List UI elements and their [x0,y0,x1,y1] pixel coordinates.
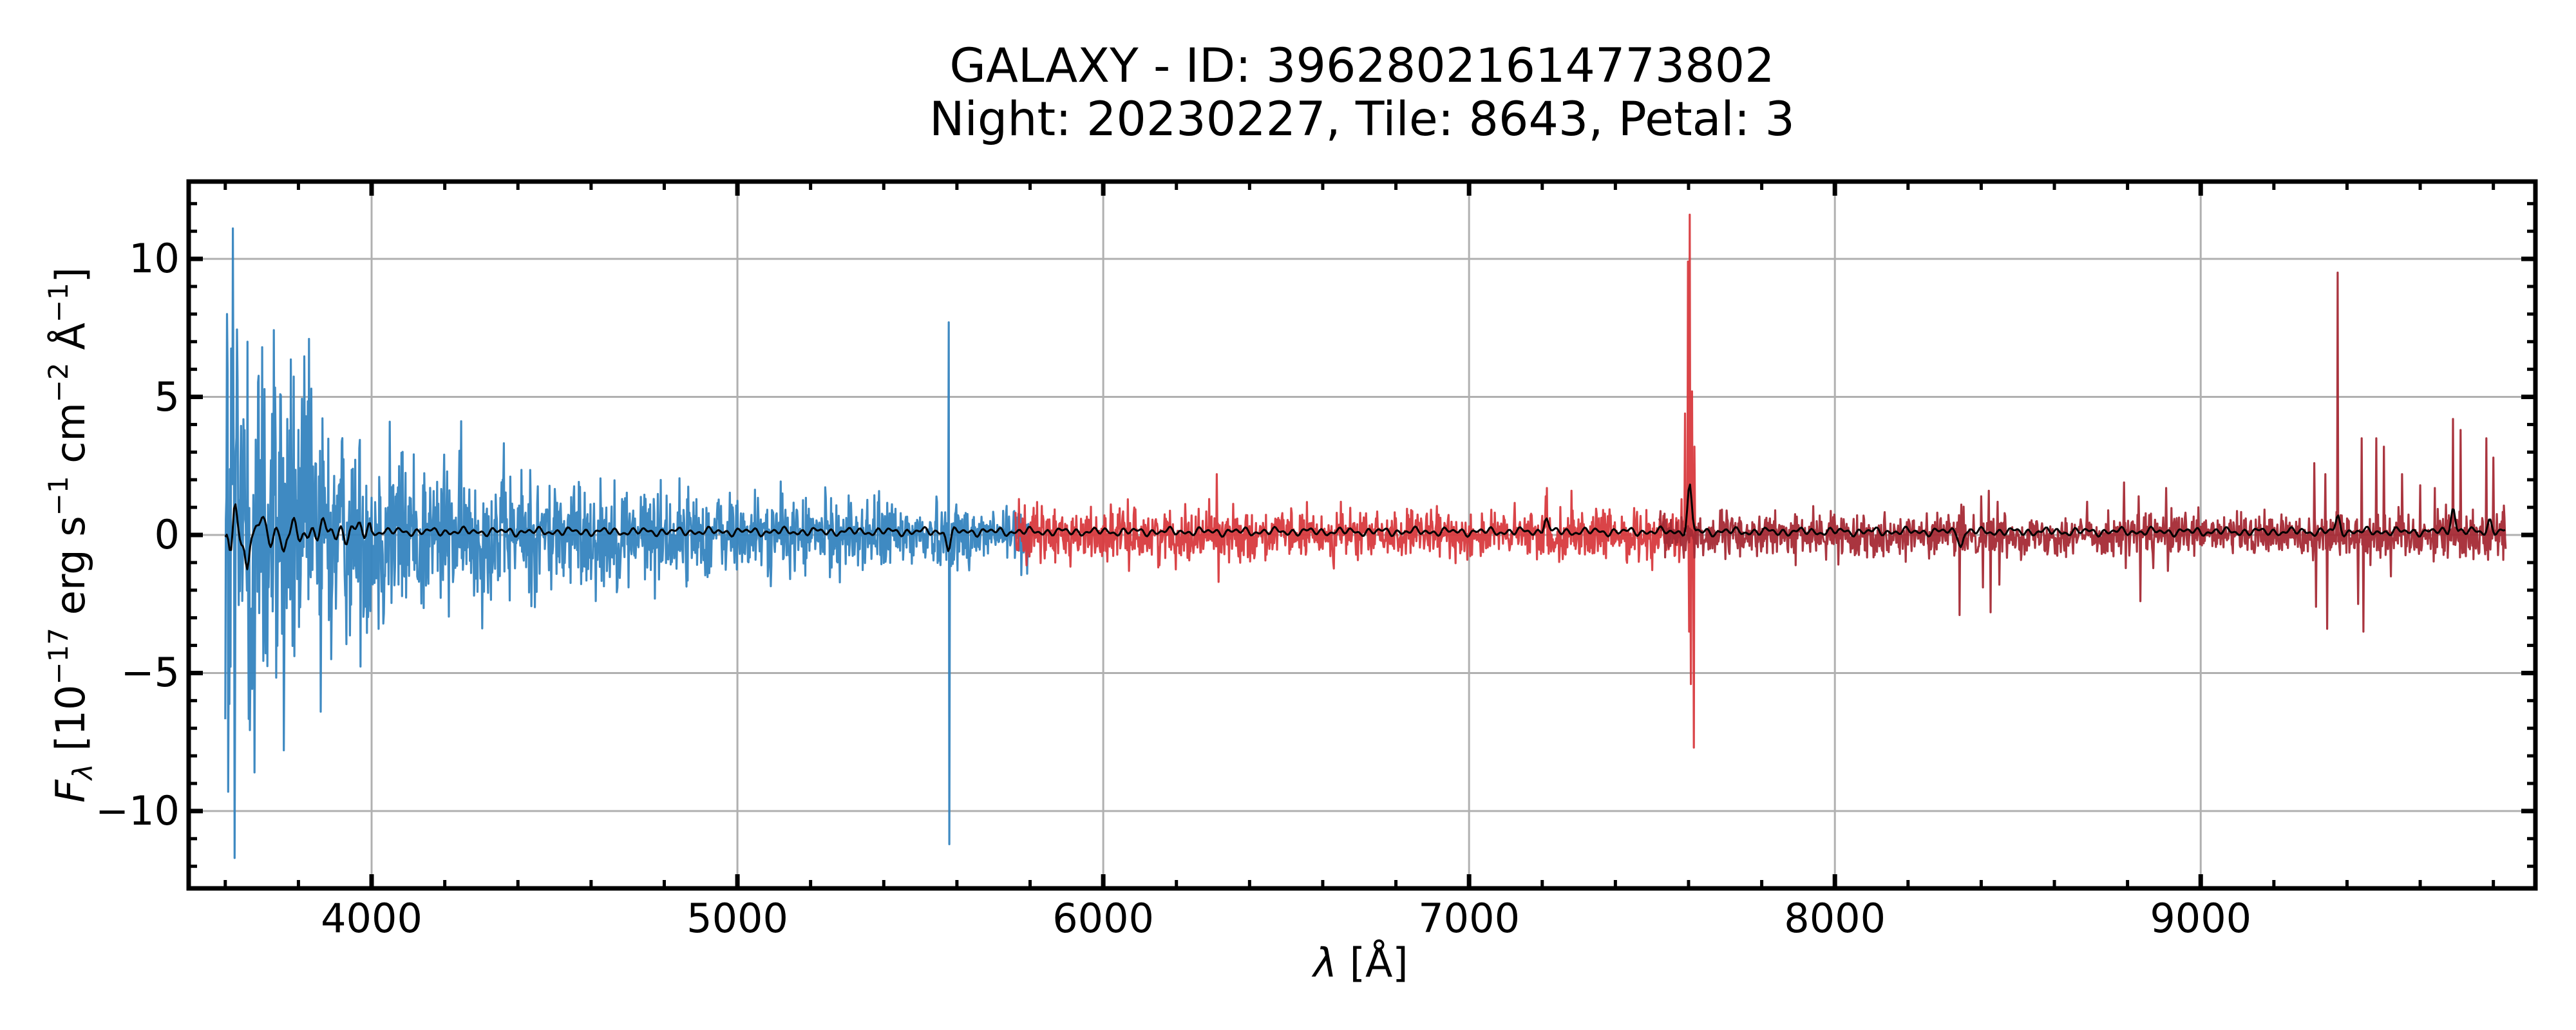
x-axis-unit: [Å] [1337,939,1408,986]
lambda-symbol: λ [1313,939,1338,986]
axes-frame [186,179,2538,891]
spectrum-line-r-arm [1014,213,1697,749]
x-tick-label: 5000 [687,895,788,942]
spectrum-line-z-arm [1658,271,2507,633]
x-tick-label: 6000 [1052,895,1154,942]
x-tick-label: 9000 [2150,895,2252,942]
y-tick-label: 10 [129,235,180,283]
ylabel-exp-2: −1 [43,476,74,516]
spectrum-line-b-arm [224,227,1031,859]
ylabel-angstrom: Å [47,323,94,363]
flux-symbol: F [47,780,94,803]
chart-title-line-1: GALAXY - ID: 39628021614773802 [949,39,1775,93]
x-tick-label: 8000 [1784,895,1886,942]
y-axis-label: Fλ [10−17 erg s−1 cm−2 Å−1] [43,267,99,803]
chart-title-line-2: Night: 20230227, Tile: 8643, Petal: 3 [929,92,1795,147]
y-tick-label: −10 [95,787,180,834]
x-tick-label: 7000 [1418,895,1520,942]
y-tick-label: −5 [120,649,180,697]
ylabel-exp-1: −17 [43,627,74,685]
flux-subscript: λ [67,763,99,780]
x-tick-label: 4000 [321,895,422,942]
ylabel-exp-4: −1 [43,283,74,323]
model-line [224,483,2506,570]
ylabel-erg: erg s [47,516,94,628]
y-tick-label: 0 [154,511,180,558]
y-tick-label: 5 [154,373,180,420]
ylabel-close: ] [47,267,94,283]
spectrum-series [224,213,2507,859]
ylabel-exp-3: −2 [43,362,74,403]
x-axis-label: λ [Å] [1168,943,1554,983]
ylabel-cm: cm [47,402,94,476]
ylabel-open: [10 [47,684,94,764]
